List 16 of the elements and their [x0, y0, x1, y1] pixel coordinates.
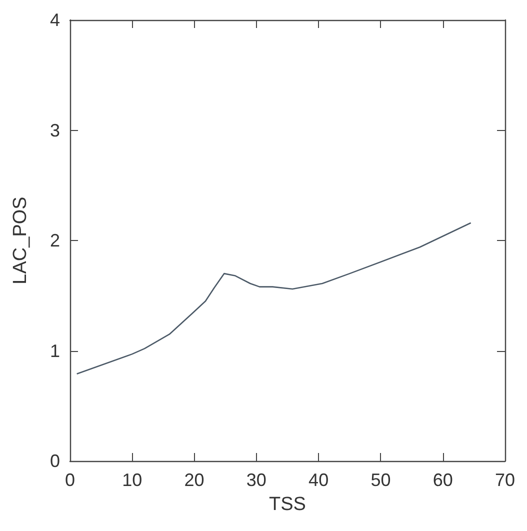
x-tick-label: 60 [432, 470, 453, 490]
line-series [76, 222, 472, 375]
x-axis-title: TSS [269, 494, 306, 515]
x-tick-label: 0 [64, 470, 76, 490]
y-tick-label: 0 [50, 451, 60, 471]
x-tick-label: 40 [308, 470, 329, 490]
x-tick-label: 20 [184, 470, 204, 490]
x-tick-label: 50 [370, 470, 391, 490]
y-tick-label: 2 [50, 230, 60, 250]
x-tick-label: 30 [246, 470, 266, 490]
y-tick-label: 3 [50, 120, 60, 140]
y-tick-label: 1 [50, 340, 60, 361]
x-tick-label: 10 [122, 470, 142, 490]
y-tick-label: 4 [50, 10, 60, 30]
y-axis-title: LAC_POS [10, 196, 31, 284]
x-tick-label: 70 [494, 470, 516, 490]
